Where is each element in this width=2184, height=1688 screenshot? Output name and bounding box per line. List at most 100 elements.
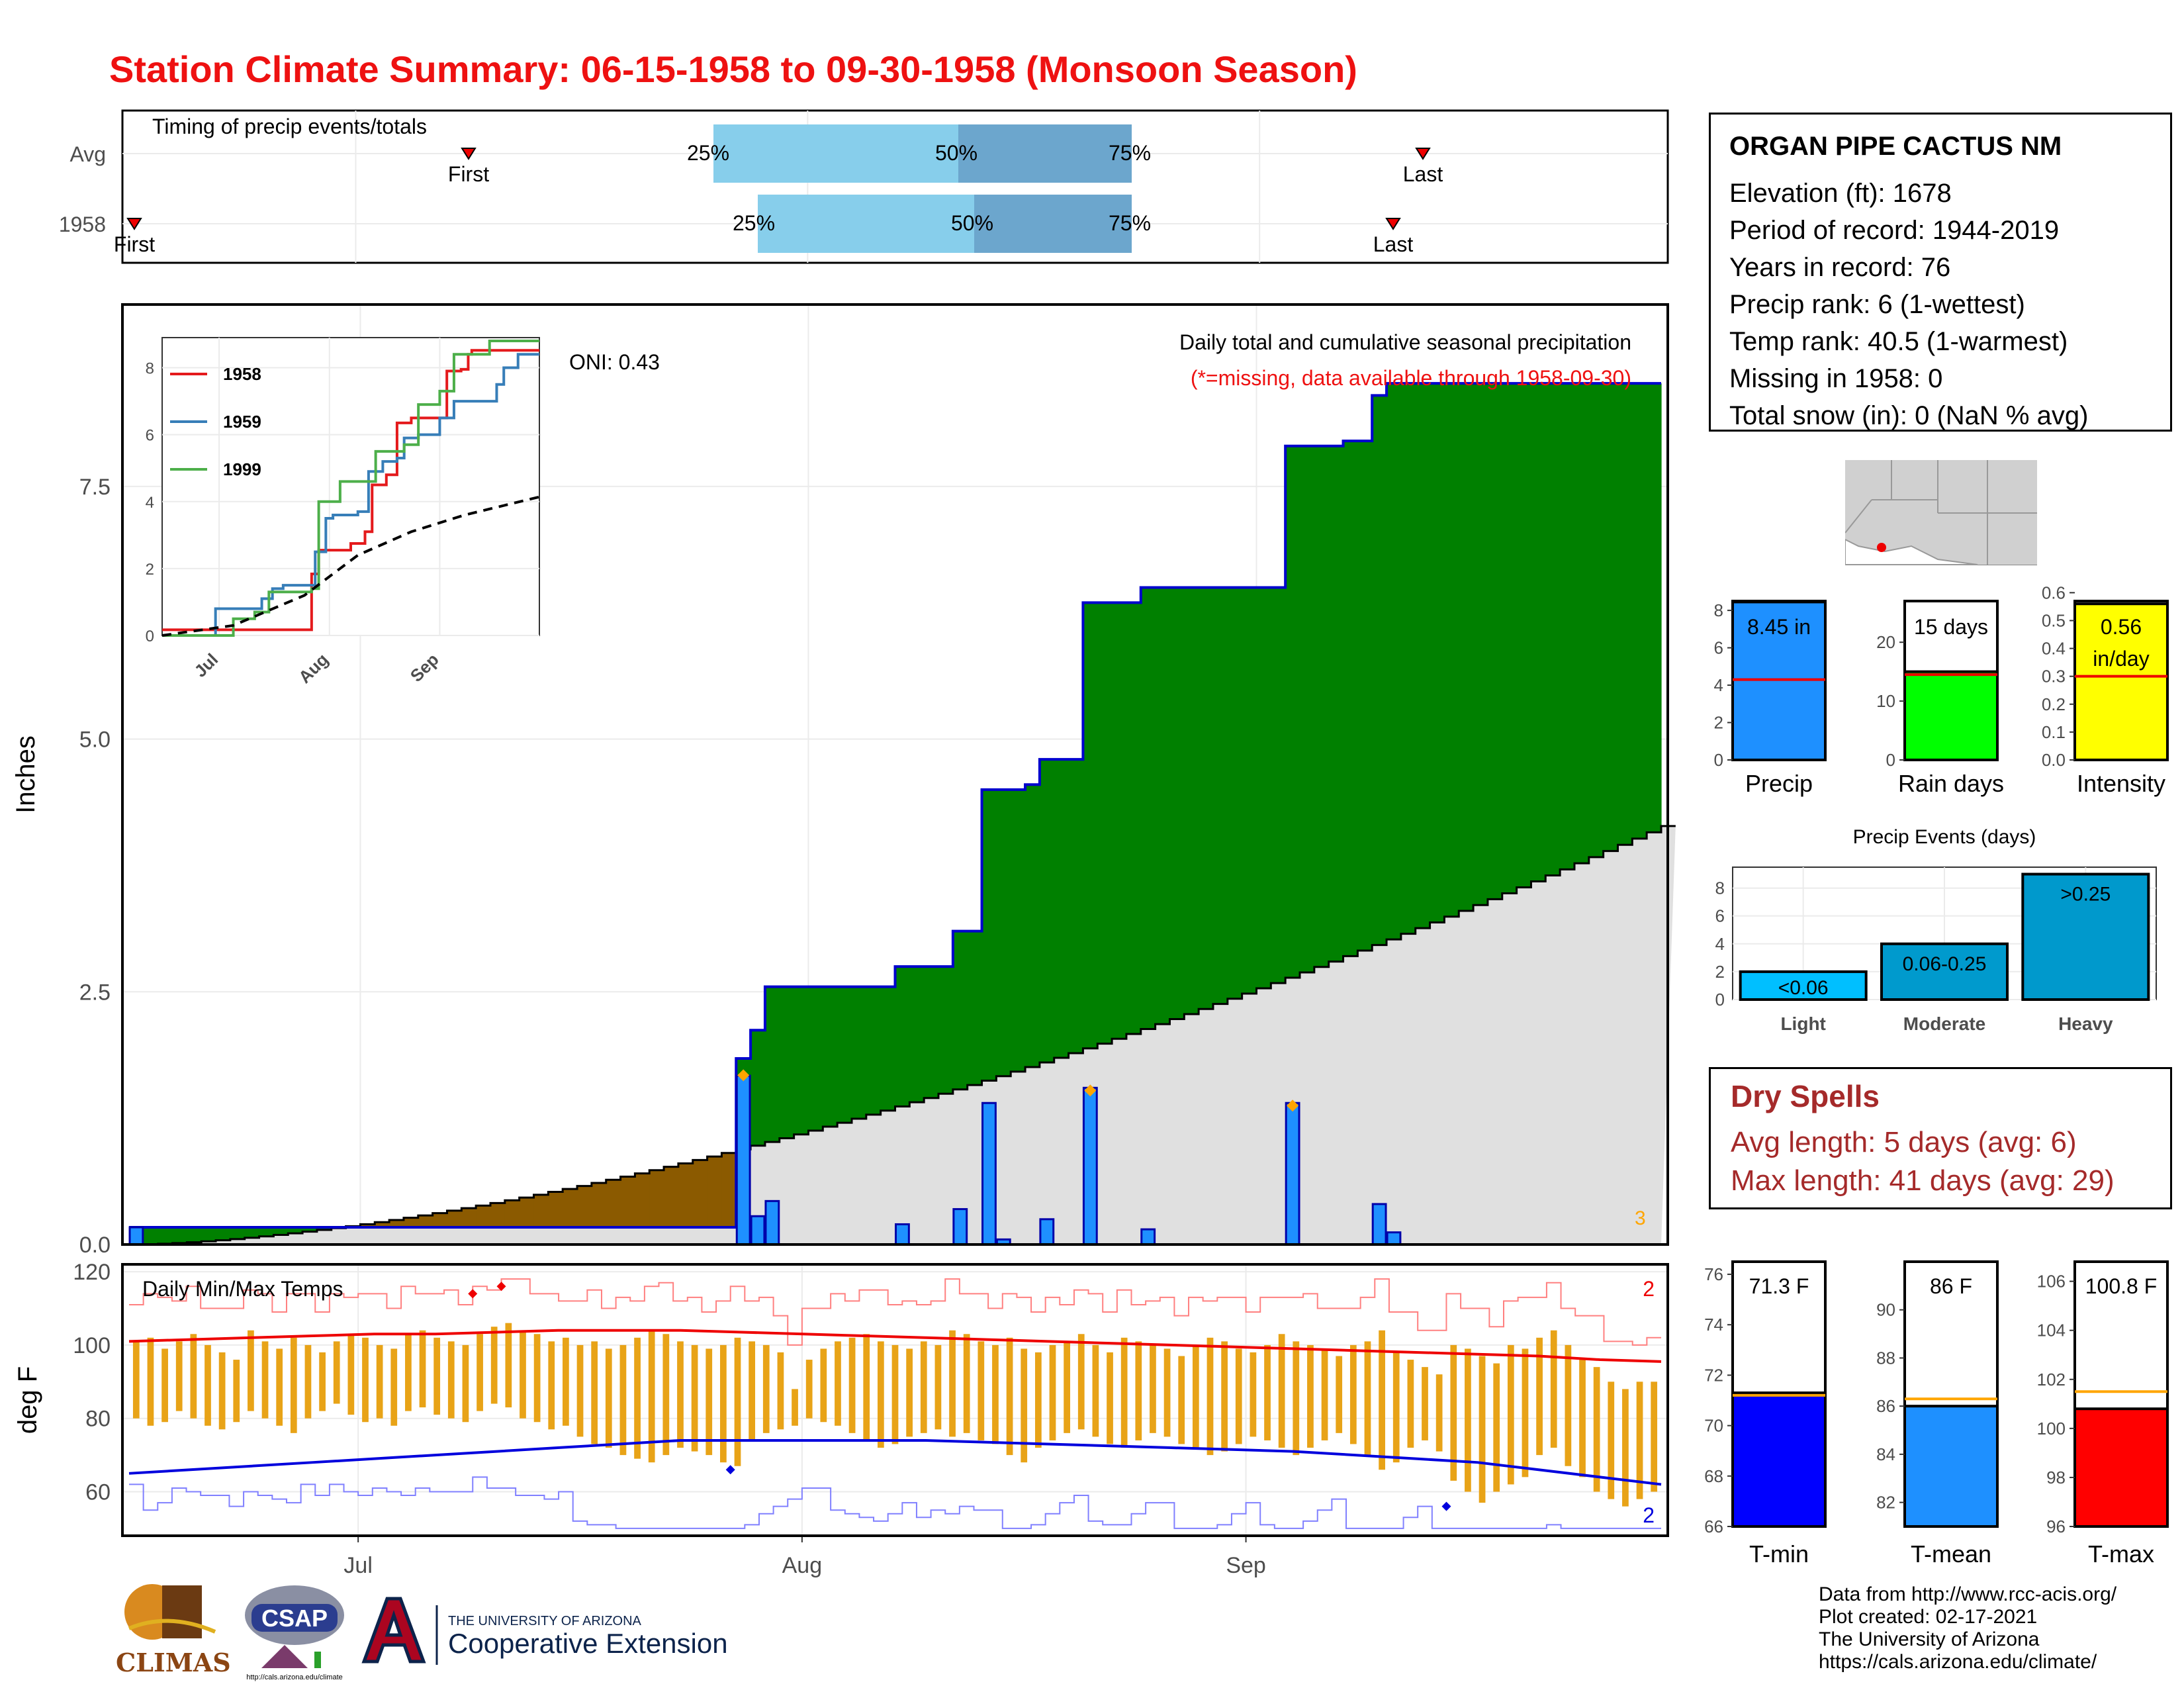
summary-ytick-label: 0.4 xyxy=(2042,639,2066,659)
departure-area-day xyxy=(403,1217,419,1228)
departure-area-day xyxy=(1199,587,1214,1009)
events-ytick-label: 2 xyxy=(1715,962,1725,982)
summary-bar-T-max xyxy=(2073,1407,2169,1528)
average-cumulative-line xyxy=(129,825,1676,1246)
daily-precip-bar xyxy=(1039,1218,1055,1246)
daily-temp-bar xyxy=(548,1341,555,1430)
summary-value-text: 71.3 F xyxy=(1749,1274,1809,1298)
daily-temp-bar xyxy=(1536,1337,1543,1456)
temperature-chart-body: 60 80 100 120 Jul Aug Sep Daily Min/Max Temps 2 2… xyxy=(13,1260,1669,1578)
daily-temp-bar xyxy=(304,1344,312,1419)
event-bar-label: <0.06 xyxy=(1778,977,1829,999)
daily-temp-bar xyxy=(447,1341,455,1419)
timing-row-label: 1958 xyxy=(59,212,106,236)
departure-area-day xyxy=(1271,587,1286,984)
daily-temp-bar xyxy=(1150,1344,1156,1433)
events-ytick-label: 0 xyxy=(1715,990,1725,1009)
station-temp-rank: Temp rank: 40.5 (1-warmest) xyxy=(1729,327,2068,356)
daily-temp-bar xyxy=(720,1344,727,1463)
credits: Data from http://www.rcc-acis.org/ Plot … xyxy=(1819,1583,2116,1673)
departure-area-day xyxy=(375,1222,390,1228)
summary-panel-label: T-max xyxy=(2088,1540,2154,1568)
daily-temp-bar xyxy=(1135,1341,1142,1440)
departure-area-day xyxy=(201,1227,216,1242)
departure-area-day xyxy=(519,1197,535,1228)
departure-area-day xyxy=(476,1205,491,1228)
inset-xtick-label: Sep xyxy=(406,649,443,686)
daily-temp-bar xyxy=(1479,1356,1486,1503)
logos: CLIMAS CSAP http://cals.arizona.edu/clim… xyxy=(116,1584,728,1681)
dry-spells-title: Dry Spells xyxy=(1731,1079,1880,1113)
daily-temp-bar xyxy=(1608,1382,1615,1499)
daily-temp-bar xyxy=(520,1330,526,1419)
temperature-chart: 60 80 100 120 Jul Aug Sep Daily Min/Max Temps 2 2… xyxy=(13,1260,1669,1578)
daily-temp-bar xyxy=(347,1334,355,1415)
departure-area-day xyxy=(808,986,823,1131)
departure-area-day xyxy=(1617,383,1633,845)
daily-temp-bar xyxy=(1321,1348,1328,1440)
inset-ytick-label: 2 xyxy=(146,561,154,579)
departure-area-day xyxy=(866,986,882,1115)
daily-temp-bar xyxy=(1006,1337,1013,1456)
summary-ytick-label: 66 xyxy=(1704,1517,1723,1536)
daily-temp-bar xyxy=(1307,1344,1314,1448)
dry-spells-box: Dry Spells Avg length: 5 days (avg: 6) M… xyxy=(1709,1067,2172,1209)
daily-temp-bar xyxy=(619,1344,627,1456)
summary-panel-label: T-mean xyxy=(1911,1540,1991,1568)
plot-frame xyxy=(121,303,1669,1246)
timing-p25-label: 25% xyxy=(733,211,775,235)
first-event-marker xyxy=(461,148,477,160)
daily-temp-bar xyxy=(891,1344,899,1444)
departure-area-day xyxy=(779,986,795,1139)
summary-ytick-label: 86 xyxy=(1876,1396,1895,1416)
daily-temp-bar xyxy=(1192,1344,1199,1448)
departure-area-day xyxy=(635,1173,650,1228)
daily-temp-bar xyxy=(863,1334,870,1440)
departure-area-day xyxy=(952,931,968,1090)
summary-ytick-label: 0.0 xyxy=(2042,750,2066,770)
daily-temp-bar xyxy=(333,1341,340,1404)
daily-temp-bar xyxy=(1034,1352,1042,1448)
inset-series-1999 xyxy=(162,340,539,637)
daily-temp-bar xyxy=(1651,1382,1658,1492)
daily-temp-bar xyxy=(978,1341,985,1440)
csap-logo: CSAP http://cals.arizona.edu/climate xyxy=(245,1585,344,1681)
summary-ytick-label: 100 xyxy=(2037,1419,2066,1438)
record-day-marker xyxy=(737,1069,750,1082)
departure-area-day xyxy=(1574,383,1590,864)
daily-temp-bar xyxy=(1379,1330,1385,1470)
events-title: Precip Events (days) xyxy=(1853,826,2036,848)
departure-area-day xyxy=(1487,383,1503,900)
station-precip-rank: Precip rank: 6 (1-wettest) xyxy=(1729,290,2025,319)
inset-xtick-label: Aug xyxy=(295,649,332,687)
departure-area-day xyxy=(1328,445,1344,962)
daily-temp-bar xyxy=(161,1348,168,1423)
daily-temp-bar xyxy=(1077,1334,1085,1430)
departure-area-day xyxy=(273,1227,289,1235)
first-event-marker xyxy=(126,218,142,230)
departure-area-day xyxy=(1357,441,1373,951)
departure-area-day xyxy=(1155,587,1171,1025)
departure-area-day xyxy=(895,966,910,1107)
summary-ytick-label: 0 xyxy=(1886,750,1895,770)
summary-value-text: 8.45 in xyxy=(1747,615,1811,639)
avg-max-line xyxy=(128,1329,1662,1363)
inset-chart-body: 0 2 4 6 8 Jul Aug Sep 1958 1959 1999 xyxy=(146,337,540,687)
daily-temp-bar xyxy=(1407,1360,1414,1448)
summary-bar-Intensity xyxy=(2073,602,2169,761)
departure-area-day xyxy=(692,1160,708,1228)
cumulative-1958-line xyxy=(129,382,1661,1229)
daily-temp-bar xyxy=(1349,1344,1357,1444)
summary-ytick-label: 0.6 xyxy=(2042,583,2066,602)
departure-area-day xyxy=(389,1219,404,1228)
summary-ytick-label: 0.5 xyxy=(2042,610,2066,630)
daily-temp-bar xyxy=(233,1360,240,1423)
daily-precip-bar xyxy=(128,1226,144,1246)
temp-ytick-label: 80 xyxy=(85,1407,111,1432)
summary-ytick-label: 68 xyxy=(1704,1466,1723,1486)
summary-ytick-label: 8 xyxy=(1714,600,1723,620)
credit-plot-date: Plot created: 02-17-2021 xyxy=(1819,1606,2038,1628)
dry-spells-avg: Avg length: 5 days (avg: 6) xyxy=(1731,1126,2077,1158)
daily-temp-bar xyxy=(290,1337,297,1433)
summary-ytick-label: 90 xyxy=(1876,1300,1895,1320)
